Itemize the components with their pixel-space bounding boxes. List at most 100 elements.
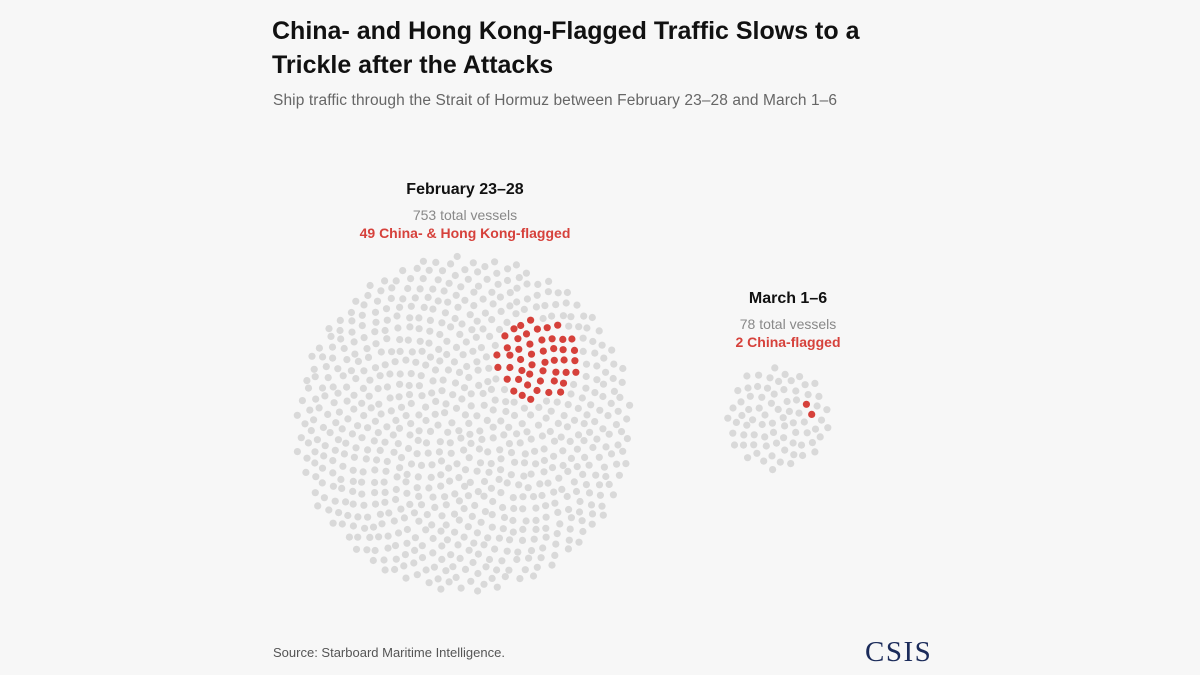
vessel-dot [449,563,457,571]
vessel-dot [456,330,464,338]
vessel-dot [567,313,575,321]
vessel-dot [461,466,470,474]
vessel-dot [415,517,423,525]
vessel-dot [458,395,466,403]
vessel-dot [729,429,737,437]
vessel-dot [442,521,450,529]
vessel-dot [429,377,437,385]
vessel-dot [407,460,416,468]
vessel-dot [480,541,488,549]
vessel-dot [349,487,357,495]
vessel-dot [460,384,469,392]
vessel-dot [381,326,389,335]
vessel-dot [541,302,549,310]
vessel-dot [502,407,510,416]
vessel-dot [570,380,578,389]
vessel-dot [371,364,380,372]
vessel-dot [371,478,379,487]
vessel-dot [383,457,391,466]
vessel-dot [417,501,426,509]
vessel-dot [461,296,469,304]
vessel-dot [416,337,424,345]
vessel-dot [500,431,508,439]
vessel-dot [406,323,414,331]
vessel-dot [623,415,631,423]
vessel-dot [310,365,318,373]
vessel-dot [381,566,389,574]
vessel-dot [407,302,415,310]
flagged-vessel-dot [506,351,514,359]
vessel-dot [497,489,505,497]
flagged-vessel-dot [518,391,526,399]
vessel-dot [418,554,427,562]
vessel-dot [474,268,482,276]
vessel-dot [785,407,794,415]
vessel-dot [493,269,501,277]
vessel-dot [532,504,540,512]
vessel-dot [740,431,748,439]
vessel-dot [579,527,587,536]
vessel-dot [484,448,492,456]
vessel-dot [383,383,391,391]
vessel-dot [430,563,438,571]
vessel-dot [745,405,753,414]
vessel-dot [732,418,741,426]
vessel-dot [349,466,357,474]
vessel-dot [384,544,392,552]
flagged-vessel-dot [493,351,501,359]
vessel-dot [363,345,371,353]
vessel-dot [553,530,561,538]
vessel-dot [520,459,529,467]
vessel-dot [343,356,351,364]
flagged-vessel-dot [539,367,547,375]
vessel-dot [509,494,517,502]
flagged-vessel-dot [543,324,551,332]
vessel-dot [367,404,375,412]
vessel-dot [407,370,415,378]
vessel-dot [434,276,442,284]
vessel-dot [542,524,550,532]
vessel-dot [360,334,368,342]
vessel-dot [503,318,511,326]
vessel-dot [383,423,391,431]
vessel-dot [377,348,385,356]
vessel-dot [500,513,509,522]
vessel-dot [604,412,612,420]
vessel-dot [475,445,483,453]
vessel-dot [450,510,459,518]
vessel-dot [607,399,615,407]
vessel-dot [585,489,594,497]
flagged-vessel-dot [518,366,526,375]
vessel-dot [781,370,789,378]
vessel-dot [467,439,475,447]
vessel-dot [468,326,476,334]
vessel-dot [527,435,535,443]
vessel-dot [542,397,551,405]
vessel-dot [467,402,475,410]
vessel-dot [573,463,581,471]
vessel-dot [513,555,521,564]
vessel-dot [491,545,499,553]
csis-logo: CSIS [865,636,933,668]
february-vessel-cluster [293,252,634,595]
vessel-dot [488,510,496,519]
vessel-dot [301,420,309,428]
vessel-dot [452,404,461,412]
vessel-dot [768,452,776,460]
vessel-dot [796,373,804,381]
vessel-dot [591,389,599,397]
flagged-vessel-dot [526,370,534,378]
vessel-dot [320,494,328,502]
vessel-dot [424,293,432,301]
vessel-dot [550,437,559,445]
vessel-dot [457,283,465,291]
vessel-dot [392,416,400,424]
flagged-vessel-dot [515,375,523,383]
vessel-dot [487,484,495,492]
vessel-dot [771,364,779,372]
vessel-dot [537,554,545,562]
vessel-dot [469,347,477,355]
vessel-dot [422,526,430,534]
vessel-dot [615,471,624,479]
vessel-dot [811,379,819,387]
